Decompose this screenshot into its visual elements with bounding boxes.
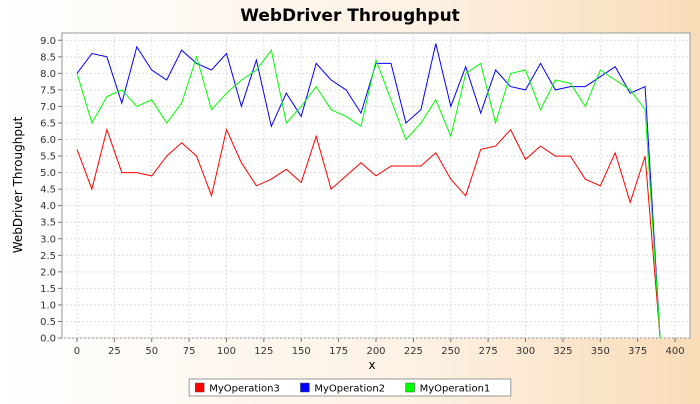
y-tick-label: 7.0 [40, 102, 56, 113]
legend-label: MyOperation1 [420, 384, 491, 395]
legend-swatch [194, 382, 205, 393]
x-tick-label: 200 [366, 346, 385, 357]
y-tick-label: 4.0 [40, 201, 56, 212]
x-tick-label: 150 [292, 346, 311, 357]
y-tick-label: 4.5 [40, 185, 56, 196]
legend-label: MyOperation3 [209, 384, 280, 395]
y-tick-label: 2.0 [40, 267, 56, 278]
legend-swatch [405, 382, 415, 393]
y-tick-label: 6.5 [40, 118, 56, 129]
x-tick-label: 275 [479, 346, 498, 357]
y-tick-label: 6.0 [40, 135, 56, 146]
x-tick-label: 125 [254, 346, 273, 357]
series-layer [76, 43, 661, 339]
legend-swatch [300, 382, 310, 393]
y-tick-label: 5.0 [40, 168, 56, 179]
y-tick-label: 7.5 [40, 85, 56, 96]
x-tick-label: 225 [404, 346, 423, 357]
x-tick-label: 350 [591, 346, 610, 357]
x-tick-label: 100 [217, 346, 236, 357]
y-tick-label: 3.5 [40, 218, 56, 229]
y-tick-label: 2.5 [40, 251, 56, 262]
x-tick-label: 400 [666, 346, 685, 357]
x-tick-label: 0 [74, 346, 80, 357]
series-line-myoperation1 [76, 49, 661, 339]
y-tick-label: 1.0 [40, 300, 56, 311]
x-tick-label: 75 [183, 346, 196, 357]
x-tick-label: 175 [329, 346, 348, 357]
series-line-myoperation2 [76, 43, 661, 339]
x-tick-label: 300 [516, 346, 535, 357]
legend-label: MyOperation2 [314, 384, 385, 395]
series-line-myoperation3 [76, 127, 661, 339]
y-tick-label: 0.5 [40, 317, 56, 328]
y-tick-label: 8.0 [40, 69, 56, 80]
y-tick-label: 1.5 [40, 284, 56, 295]
y-tick-label: 9.0 [40, 36, 56, 47]
y-tick-label: 8.5 [40, 52, 56, 63]
y-axis-label: WebDriver Throughput [11, 116, 25, 253]
chart-title: WebDriver Throughput [240, 6, 460, 26]
x-tick-label: 325 [553, 346, 572, 357]
y-tick-label: 0.0 [40, 334, 56, 345]
x-tick-label: 50 [145, 346, 158, 357]
x-tick-label: 25 [108, 346, 121, 357]
legend-box [188, 378, 512, 397]
x-tick-label: 375 [628, 346, 647, 357]
y-tick-label: 5.5 [40, 152, 56, 163]
legend: MyOperation3 MyOperation2 MyOperation1 [188, 378, 512, 397]
x-tick-label: 250 [441, 346, 460, 357]
axes: 0.0 0.5 1.0 1.5 2.0 2.5 3.0 3.5 4.0 4.5 5.0 5.5 6.0 6… [40, 36, 685, 357]
x-axis-label: x [368, 358, 375, 372]
y-tick-label: 3.0 [40, 234, 56, 245]
